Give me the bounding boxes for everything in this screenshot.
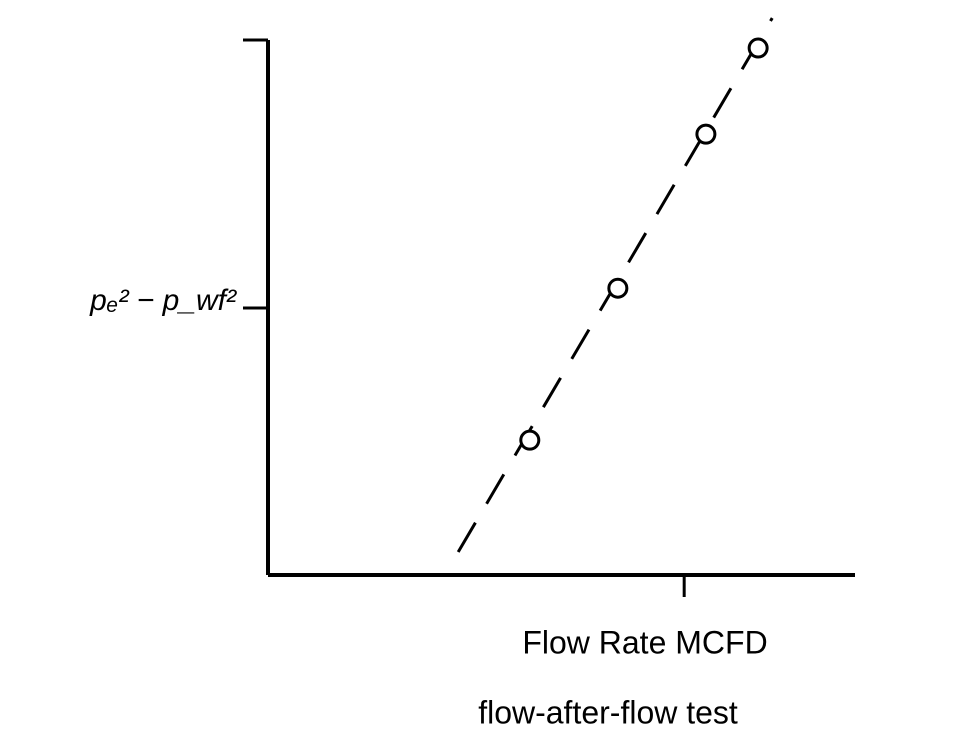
point <box>695 123 717 145</box>
caption: flow-after-flow test <box>478 694 738 730</box>
point <box>747 37 769 59</box>
x-axis-label: Flow Rate MCFD <box>522 624 767 660</box>
y-tick-label: pₑ² − p_wf² <box>89 284 237 317</box>
point <box>607 277 629 299</box>
point <box>519 429 541 451</box>
